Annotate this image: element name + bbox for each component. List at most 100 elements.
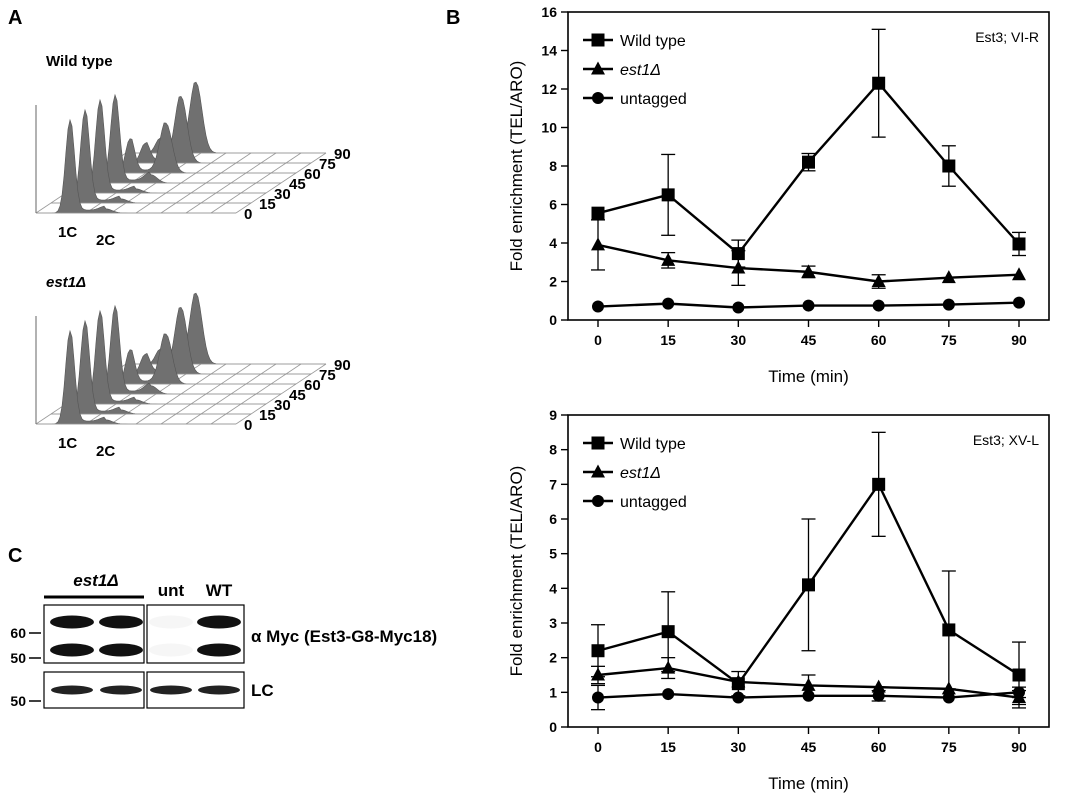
- blot-top-label: α Myc (Est3-G8-Myc18): [251, 627, 437, 646]
- x-axis-label: Time (min): [768, 774, 849, 793]
- timepoint-label: 45: [289, 387, 306, 404]
- histogram: [126, 292, 326, 365]
- data-point: [872, 299, 885, 312]
- timepoint-label: 30: [274, 186, 291, 203]
- y-tick-label: 12: [541, 81, 557, 97]
- data-point: [872, 689, 885, 702]
- y-axis-label: Fold enrichment (TEL/ARO): [507, 61, 526, 272]
- data-point: [1012, 237, 1026, 251]
- data-point: [1013, 686, 1025, 699]
- x-tick-label: 15: [660, 332, 676, 348]
- data-point: [942, 623, 956, 637]
- legend-label: Wild type: [620, 33, 686, 50]
- band: [197, 615, 241, 629]
- panel-a-label: A: [8, 7, 22, 29]
- data-point: [942, 691, 955, 704]
- x-tick-label: 15: [660, 739, 676, 755]
- band: [99, 643, 143, 657]
- band: [50, 643, 94, 657]
- series-triangle: [591, 219, 1026, 289]
- western-blot: est1Δ unt WT 60 50 50 α Myc (Est3-G8-Myc18) LC: [10, 571, 437, 709]
- data-point: [661, 660, 676, 674]
- legend-marker: [591, 61, 605, 75]
- timepoint-label: 90: [334, 357, 351, 374]
- panel-annotation: Est3; VI-R: [975, 29, 1039, 45]
- data-point: [1013, 296, 1025, 309]
- timepoint-label: 75: [319, 156, 336, 173]
- y-tick-label: 9: [549, 407, 557, 423]
- band: [99, 615, 143, 629]
- facs-title: est1Δ: [46, 274, 86, 291]
- legend-label: untagged: [620, 494, 687, 511]
- y-tick-label: 4: [549, 580, 557, 596]
- x-tick-label: 45: [801, 739, 817, 755]
- data-point: [802, 689, 815, 702]
- x-tick-label: 0: [594, 739, 602, 755]
- timepoint-label: 75: [319, 367, 336, 384]
- timepoint-label: 60: [304, 166, 321, 183]
- timepoint-label: 60: [304, 377, 321, 394]
- y-tick-label: 0: [549, 312, 557, 328]
- legend-marker: [592, 495, 604, 507]
- timepoint-label: 45: [289, 176, 306, 193]
- legend-marker: [591, 436, 605, 450]
- band: [100, 685, 142, 695]
- peak-label-1c: 1C: [58, 224, 77, 241]
- x-tick-label: 0: [594, 332, 602, 348]
- data-point: [592, 300, 604, 313]
- y-tick-label: 10: [541, 120, 557, 136]
- band: [149, 643, 193, 657]
- data-point: [802, 155, 815, 169]
- y-tick-label: 8: [549, 442, 557, 458]
- panel-c-label: C: [8, 545, 22, 567]
- y-tick-label: 1: [549, 684, 557, 700]
- y-axis-label: Fold enrichment (TEL/ARO): [507, 466, 526, 677]
- band: [197, 643, 241, 657]
- y-tick-label: 0: [549, 719, 557, 735]
- data-point: [941, 681, 956, 695]
- lane-label-wt: WT: [206, 581, 233, 600]
- mw-label: 50: [10, 650, 26, 666]
- data-point: [662, 688, 675, 701]
- legend-label: est1Δ: [620, 465, 661, 482]
- x-tick-label: 30: [731, 332, 747, 348]
- y-tick-label: 6: [549, 197, 557, 213]
- y-tick-label: 14: [541, 43, 557, 59]
- data-point: [941, 270, 956, 284]
- y-tick-label: 16: [541, 4, 557, 20]
- peak-label-2c: 2C: [96, 443, 115, 460]
- legend-label: est1Δ: [620, 62, 661, 79]
- x-tick-label: 45: [801, 332, 817, 348]
- data-point: [942, 159, 956, 173]
- timepoint-label: 0: [244, 417, 252, 434]
- facs-title: Wild type: [46, 53, 113, 70]
- data-point: [871, 274, 886, 287]
- data-point: [661, 252, 676, 266]
- y-tick-label: 2: [549, 274, 557, 290]
- data-point: [942, 298, 955, 311]
- timepoint-label: 15: [259, 407, 276, 424]
- data-point: [872, 76, 886, 90]
- peak-label-1c: 1C: [58, 435, 77, 452]
- y-tick-label: 2: [549, 650, 557, 666]
- panel-b-label: B: [446, 7, 460, 29]
- data-point: [661, 188, 675, 202]
- legend-label: Wild type: [620, 436, 686, 453]
- y-tick-label: 5: [549, 546, 557, 562]
- y-tick-label: 7: [549, 476, 557, 492]
- mw-label: 50: [10, 693, 26, 709]
- blot-group-label: est1Δ: [73, 571, 118, 590]
- y-tick-label: 4: [549, 235, 557, 251]
- x-tick-label: 90: [1011, 332, 1027, 348]
- legend-marker: [592, 92, 604, 104]
- legend-marker: [591, 33, 605, 47]
- data-point: [872, 477, 886, 491]
- data-point: [731, 674, 746, 688]
- x-tick-label: 60: [871, 332, 887, 348]
- legend-marker: [591, 464, 605, 478]
- data-point: [592, 691, 604, 704]
